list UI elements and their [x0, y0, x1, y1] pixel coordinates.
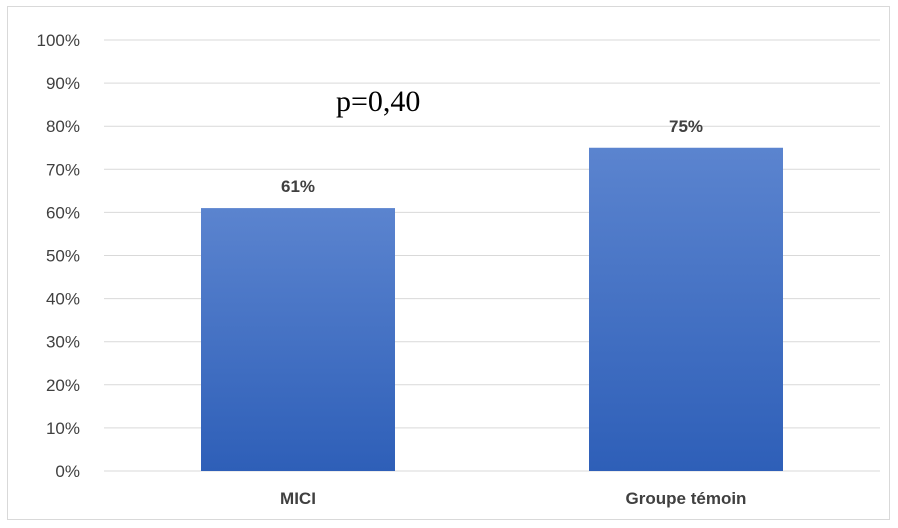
p-value-annotation: p=0,40: [336, 85, 420, 118]
y-tick-label: 70%: [46, 160, 80, 179]
y-tick-label: 0%: [55, 462, 80, 481]
y-tick-label: 30%: [46, 333, 80, 352]
category-label: Groupe témoin: [626, 489, 747, 508]
y-tick-label: 60%: [46, 203, 80, 222]
y-tick-label: 80%: [46, 117, 80, 136]
bar-1: [589, 147, 783, 471]
y-tick-label: 40%: [46, 290, 80, 309]
bar-0: [201, 208, 395, 471]
x-axis-category-labels: MICI Groupe témoin: [280, 489, 746, 508]
bars: [201, 147, 783, 471]
y-tick-label: 100%: [37, 31, 80, 50]
y-tick-label: 90%: [46, 74, 80, 93]
category-label: MICI: [280, 489, 316, 508]
y-tick-label: 20%: [46, 376, 80, 395]
y-axis-tick-labels: 0% 10% 20% 30% 40% 50% 60% 70% 80% 90% 100%: [37, 31, 80, 481]
data-labels: 61% 75%: [281, 117, 703, 196]
y-tick-label: 10%: [46, 419, 80, 438]
y-tick-label: 50%: [46, 247, 80, 266]
data-label: 75%: [669, 117, 703, 136]
data-label: 61%: [281, 177, 315, 196]
